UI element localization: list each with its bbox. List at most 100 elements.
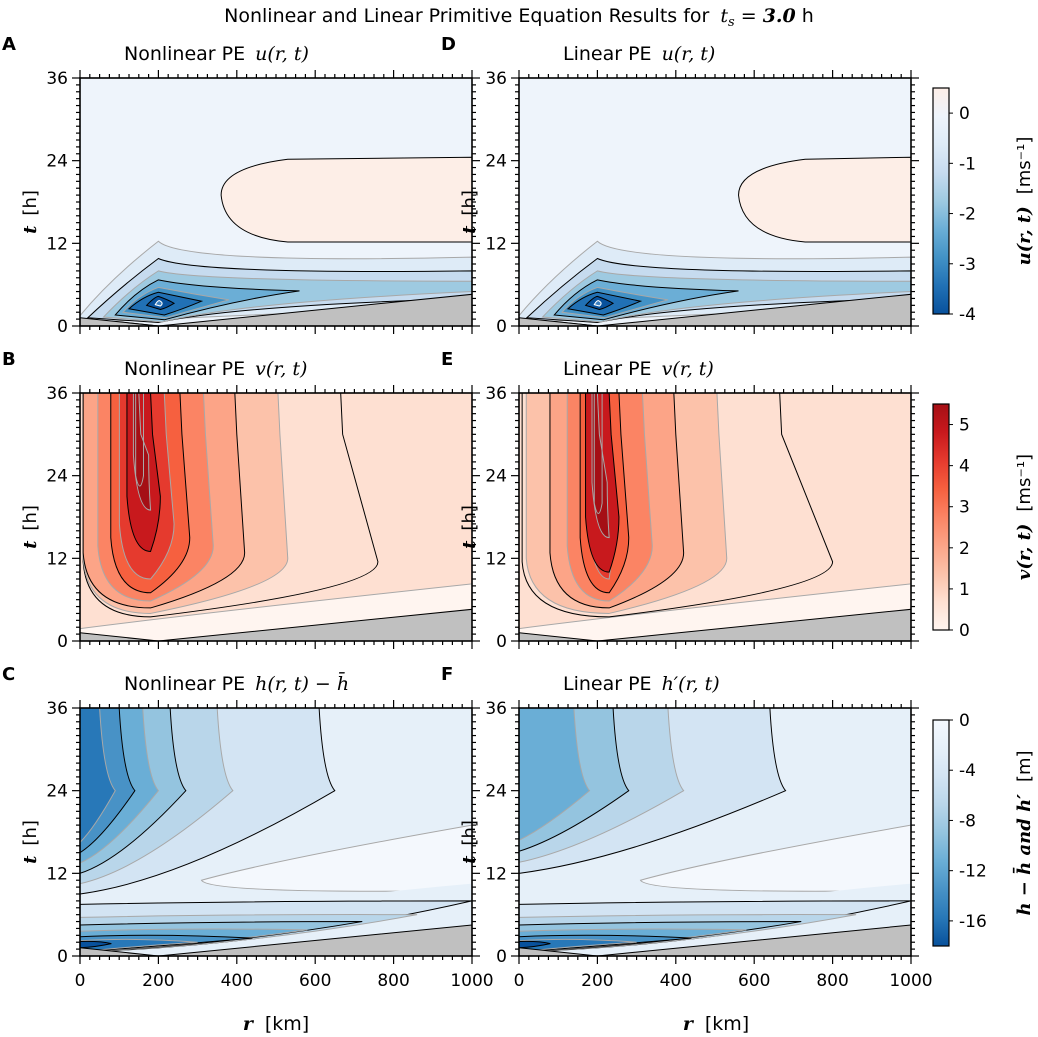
y-tick-label: 0 bbox=[496, 632, 507, 652]
x-tick-label: 400 bbox=[221, 971, 253, 991]
y-tick-label: 24 bbox=[46, 467, 68, 487]
colorbar-tick-label: -4 bbox=[959, 761, 976, 781]
y-tick-label: 12 bbox=[485, 234, 507, 254]
colorbar-tick-label: -2 bbox=[959, 205, 976, 225]
colorbar-tick-label: 5 bbox=[959, 416, 970, 436]
y-axis-label: t[h] bbox=[459, 505, 480, 549]
y-tick-label: 36 bbox=[485, 384, 507, 404]
x-axis-label-left: r [km] bbox=[243, 1013, 309, 1035]
colorbar-tick-label: 0 bbox=[959, 104, 970, 124]
undefined-region bbox=[80, 293, 472, 326]
panel-d: 0 12 24 36 t[h] D Linear PE u(r, t) bbox=[441, 34, 919, 337]
panel-f: 0 12 24 36 t[h] 0 200 400 600 800 1000 F Linear PE h′… bbox=[441, 664, 933, 991]
y-axis-label: t[h] bbox=[459, 820, 480, 864]
panel-title: Linear PE v(r, t) bbox=[563, 358, 714, 380]
y-axis-label: t[h] bbox=[20, 505, 41, 549]
colorbar-tick-label: 0 bbox=[959, 621, 970, 641]
panel-letter: D bbox=[441, 34, 456, 55]
undefined-region bbox=[519, 608, 911, 641]
contour-field-f bbox=[519, 708, 911, 956]
panel-letter: C bbox=[2, 664, 15, 685]
panel-letter: F bbox=[441, 664, 453, 685]
y-tick-label: 24 bbox=[46, 152, 68, 172]
colorbars-layer: 0 -1 -2 -3 -4 u(r, t)[ms⁻¹] 5 4 3 2 1 0 v(r, t)[ms⁻¹… bbox=[932, 87, 1035, 947]
x-tick-label: 200 bbox=[142, 971, 174, 991]
y-tick-label: 12 bbox=[46, 864, 68, 884]
y-axis-label: t[h] bbox=[20, 820, 41, 864]
y-tick-label: 12 bbox=[46, 234, 68, 254]
panel-a: 0 12 24 36 t[h] A Nonlinear PE u(r, t) bbox=[2, 34, 480, 337]
colorbar-tick-label: -8 bbox=[959, 811, 976, 831]
x-axis-label-right: r [km] bbox=[683, 1013, 749, 1035]
colorbar-label: u(r, t)[ms⁻¹] bbox=[1014, 137, 1035, 266]
undefined-region bbox=[519, 924, 911, 956]
panel-title: Linear PE u(r, t) bbox=[563, 43, 715, 65]
contour-field-c bbox=[80, 708, 472, 956]
y-tick-label: 0 bbox=[57, 632, 68, 652]
x-tick-label: 600 bbox=[738, 971, 770, 991]
contour-field-e bbox=[519, 393, 911, 641]
colorbar-tick-label: 0 bbox=[959, 711, 970, 731]
panel-letter: A bbox=[2, 34, 16, 55]
panels-layer: 0 12 24 36 t[h] A Nonlinear PE u(r, t) 0 12 24 36 t[… bbox=[2, 34, 933, 991]
panel-b: 0 12 24 36 t[h] B Nonlinear PE v(r, t) bbox=[2, 349, 480, 652]
colorbar-tick-label: -1 bbox=[959, 154, 976, 174]
y-tick-label: 0 bbox=[57, 947, 68, 967]
y-tick-label: 36 bbox=[485, 69, 507, 89]
undefined-region bbox=[519, 293, 911, 326]
colorbar-tick-label: -12 bbox=[959, 862, 987, 882]
colorbar-gradient bbox=[932, 87, 950, 315]
x-tick-label: 800 bbox=[816, 971, 848, 991]
contour-field-b bbox=[80, 393, 472, 641]
y-tick-label: 0 bbox=[496, 947, 507, 967]
panel-title: Nonlinear PE h(r, t) − h̄ bbox=[124, 671, 349, 695]
y-tick-label: 24 bbox=[485, 152, 507, 172]
colorbar-gradient bbox=[932, 719, 950, 947]
panel-c: 0 12 24 36 t[h] 0 200 400 600 800 1000 C Nonlinear P… bbox=[2, 664, 494, 991]
y-tick-label: 24 bbox=[46, 782, 68, 802]
x-tick-label: 200 bbox=[581, 971, 613, 991]
colorbar-tick-label: 3 bbox=[959, 498, 970, 518]
undefined-region bbox=[80, 608, 472, 641]
panel-title: Nonlinear PE u(r, t) bbox=[124, 43, 309, 65]
colorbar-tick-label: -16 bbox=[959, 912, 987, 932]
colorbar-tick-label: -4 bbox=[959, 305, 976, 325]
x-tick-label: 400 bbox=[660, 971, 692, 991]
colorbar-tick-label: 4 bbox=[959, 457, 970, 477]
x-tick-label: 1000 bbox=[889, 971, 932, 991]
x-tick-label: 0 bbox=[75, 971, 86, 991]
colorbar-tick-label: -3 bbox=[959, 255, 976, 275]
y-tick-label: 12 bbox=[485, 864, 507, 884]
y-tick-label: 24 bbox=[485, 467, 507, 487]
figure-title: Nonlinear and Linear Primitive Equation … bbox=[224, 5, 814, 30]
y-tick-label: 36 bbox=[46, 699, 68, 719]
y-tick-label: 12 bbox=[485, 549, 507, 569]
y-tick-label: 36 bbox=[46, 384, 68, 404]
colorbar-2: 5 4 3 2 1 0 v(r, t)[ms⁻¹] bbox=[932, 403, 1035, 641]
colorbar-tick-label: 1 bbox=[959, 580, 970, 600]
y-tick-label: 36 bbox=[46, 69, 68, 89]
y-tick-label: 12 bbox=[46, 549, 68, 569]
panel-letter: E bbox=[441, 349, 453, 370]
y-tick-label: 36 bbox=[485, 699, 507, 719]
panel-title: Nonlinear PE v(r, t) bbox=[124, 358, 307, 380]
y-tick-label: 0 bbox=[57, 317, 68, 337]
x-tick-label: 800 bbox=[377, 971, 409, 991]
y-axis-label: t[h] bbox=[20, 190, 41, 234]
panel-e: 0 12 24 36 t[h] E Linear PE v(r, t) bbox=[441, 349, 919, 652]
colorbar-tick-label: 2 bbox=[959, 539, 970, 559]
panel-letter: B bbox=[2, 349, 16, 370]
colorbar-3: 0 -4 -8 -12 -16 h − h̄ and h′[m] bbox=[932, 711, 1035, 947]
y-tick-label: 24 bbox=[485, 782, 507, 802]
colorbar-gradient bbox=[932, 403, 950, 631]
colorbar-label: h − h̄ and h′[m] bbox=[1013, 750, 1035, 915]
x-tick-label: 0 bbox=[514, 971, 525, 991]
colorbar-label: v(r, t)[ms⁻¹] bbox=[1014, 454, 1035, 580]
x-tick-label: 1000 bbox=[450, 971, 493, 991]
y-axis-label: t[h] bbox=[459, 190, 480, 234]
undefined-region bbox=[80, 924, 472, 956]
panel-title: Linear PE h′(r, t) bbox=[563, 673, 720, 695]
contour-field-d bbox=[519, 78, 911, 326]
colorbar-1: 0 -1 -2 -3 -4 u(r, t)[ms⁻¹] bbox=[932, 87, 1035, 325]
